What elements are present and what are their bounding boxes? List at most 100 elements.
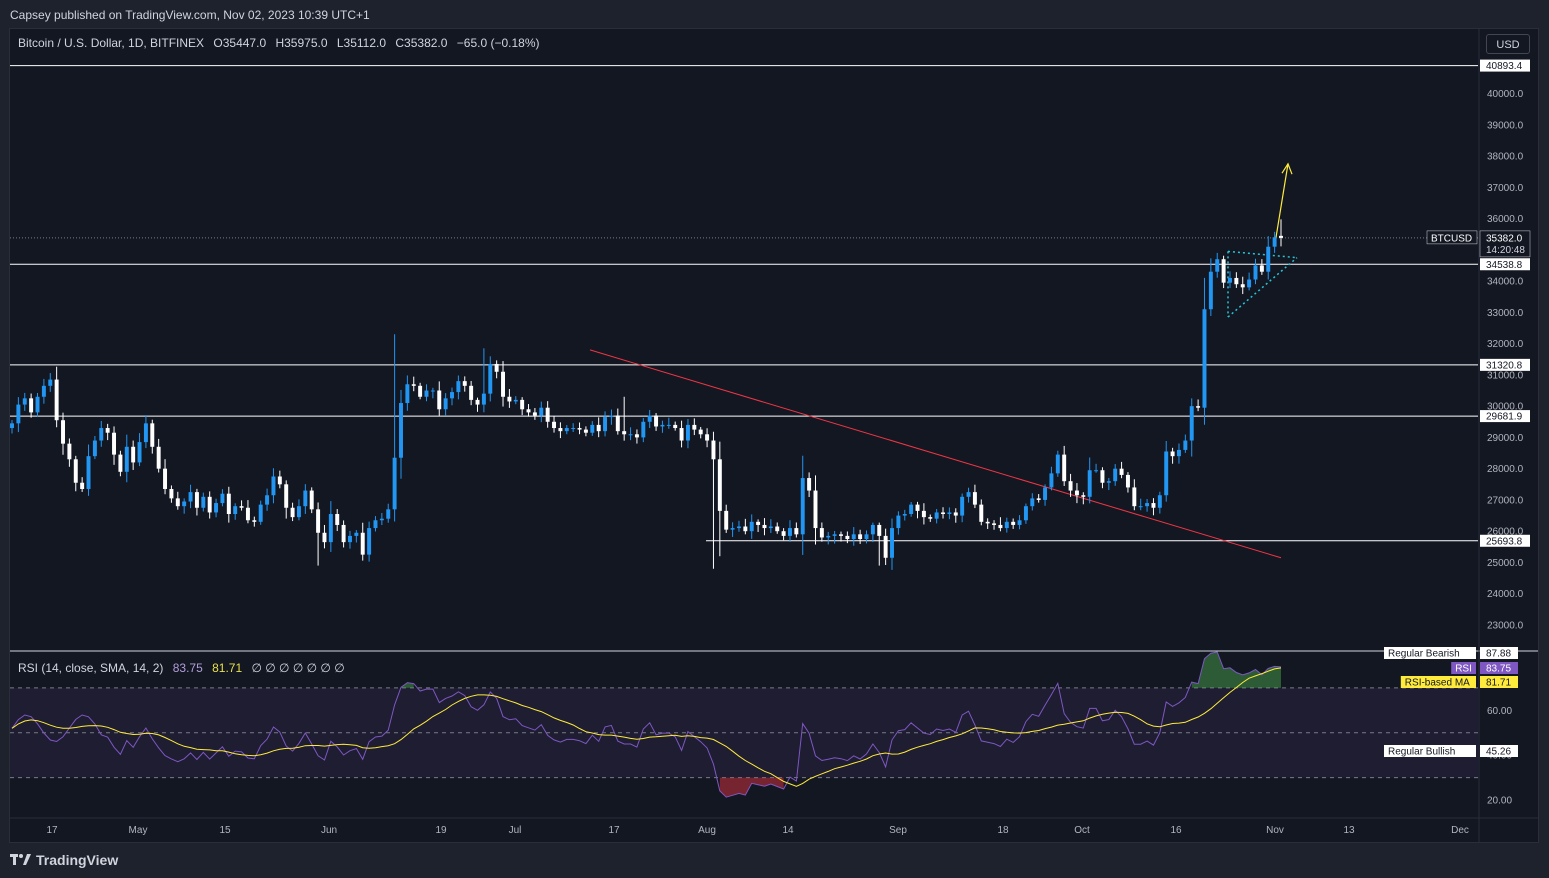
candle-body (131, 446, 136, 463)
candle-body (284, 484, 289, 508)
candle-body (1208, 271, 1213, 310)
y-tick-label: 37000.0 (1487, 183, 1524, 194)
candle-body (290, 507, 295, 518)
candle-body (947, 512, 952, 515)
candle-body (902, 514, 907, 516)
candle-body (654, 415, 659, 427)
rsi-value-text: 81.71 (1486, 678, 1511, 689)
candle-body (711, 440, 716, 460)
candle-body (1228, 277, 1232, 283)
candle-body (316, 509, 321, 533)
candle-body (296, 506, 301, 518)
rsi-value-box (1480, 647, 1518, 659)
y-tick-label: 39000.0 (1487, 120, 1524, 131)
candle-body (418, 385, 423, 397)
y-tick-label: 26000.0 (1487, 527, 1524, 538)
y-tick-label: 34000.0 (1487, 277, 1524, 288)
level-label: 29681.9 (1486, 412, 1523, 423)
candle-body (347, 535, 352, 543)
candle-body (271, 476, 276, 496)
symbol-title[interactable]: Bitcoin / U.S. Dollar, 1D, BITFINEX (18, 36, 205, 50)
candle-body (48, 379, 53, 386)
symbol-tag-box (1426, 230, 1478, 245)
rsi-placeholders: ∅ ∅ ∅ ∅ ∅ ∅ ∅ (251, 661, 345, 675)
x-tick-label: Jul (509, 825, 522, 836)
rsi-tick-label: 60.00 (1487, 706, 1512, 717)
y-tick-label: 31000.0 (1487, 370, 1524, 381)
currency-button[interactable]: USD (1486, 34, 1530, 54)
candle-body (1043, 487, 1048, 500)
x-tick-label: 14 (782, 825, 794, 836)
candle-body (577, 428, 582, 430)
candle-body (1247, 279, 1252, 288)
candle-body (494, 363, 499, 372)
candle-body (1196, 406, 1201, 408)
candle-body (749, 521, 754, 532)
symbol-tag: BTCUSD (1431, 233, 1472, 244)
rsi-label-text: RSI-based MA (1405, 678, 1470, 689)
candle-body (35, 396, 40, 413)
candle-body (22, 398, 27, 405)
candle-body (16, 404, 21, 424)
candle-body (1202, 309, 1207, 408)
candle-body (379, 518, 384, 521)
candle-body (392, 457, 397, 510)
publisher-line: Capsey published on TradingView.com, Nov… (10, 8, 370, 22)
rsi-value-box (1480, 745, 1518, 757)
candle-body (552, 421, 557, 429)
candle-body (666, 424, 671, 426)
pennant-upper (1227, 250, 1298, 259)
open-value: O35447.0 (213, 36, 267, 50)
candle-body (1164, 451, 1169, 496)
candle-body (450, 392, 454, 399)
candle-body (475, 399, 480, 405)
projection-arrowhead (1281, 162, 1293, 175)
x-tick-label: 18 (997, 825, 1009, 836)
y-tick-label: 36000.0 (1487, 214, 1524, 225)
candle-body (252, 520, 257, 522)
last-price-box (1479, 230, 1531, 258)
rsi-title[interactable]: RSI (14, close, SMA, 14, 2) (18, 661, 164, 675)
candle-body (1272, 237, 1277, 247)
candle-body (743, 526, 748, 532)
candle-body (1138, 506, 1143, 508)
rsi-label-text: Regular Bullish (1388, 747, 1455, 758)
rsi-value-text: 45.26 (1486, 747, 1511, 758)
candle-body (762, 524, 767, 529)
candle-body (794, 528, 799, 535)
candle-body (736, 526, 741, 529)
candle-body (373, 520, 378, 529)
high-value: H35975.0 (275, 36, 328, 50)
x-tick-label: Oct (1074, 825, 1090, 836)
rsi-value-text: 87.88 (1486, 649, 1511, 660)
candle-body (277, 476, 282, 485)
candle-body (105, 428, 110, 433)
rsi-header: RSI (14, close, SMA, 14, 2) 83.75 81.71 … (18, 661, 351, 675)
candle-body (437, 390, 442, 410)
candle-body (1125, 474, 1130, 488)
candle-body (890, 528, 894, 558)
y-tick-label: 25000.0 (1487, 558, 1524, 569)
candle-body (1023, 506, 1028, 521)
candle-body (1145, 503, 1150, 507)
projection-arrow (1274, 163, 1289, 244)
candle-body (501, 371, 505, 397)
candle-body (443, 398, 448, 410)
candle-body (258, 504, 263, 522)
candle-body (1221, 259, 1226, 283)
rsi-label-text: Regular Bearish (1388, 649, 1460, 660)
candle-body (845, 535, 850, 540)
candle-body (934, 512, 939, 519)
level-label: 34538.8 (1486, 260, 1523, 271)
footer-brand-text: TradingView (36, 852, 119, 868)
y-tick-label: 32000.0 (1487, 339, 1524, 350)
candle-body (1279, 235, 1283, 238)
rsi-overbought-fill (1191, 652, 1281, 688)
candle-body (660, 424, 665, 427)
candle-body (628, 434, 633, 436)
candle-body (883, 535, 888, 558)
candle-body (1234, 277, 1239, 285)
candle-body (788, 528, 792, 536)
candle-body (800, 478, 805, 535)
